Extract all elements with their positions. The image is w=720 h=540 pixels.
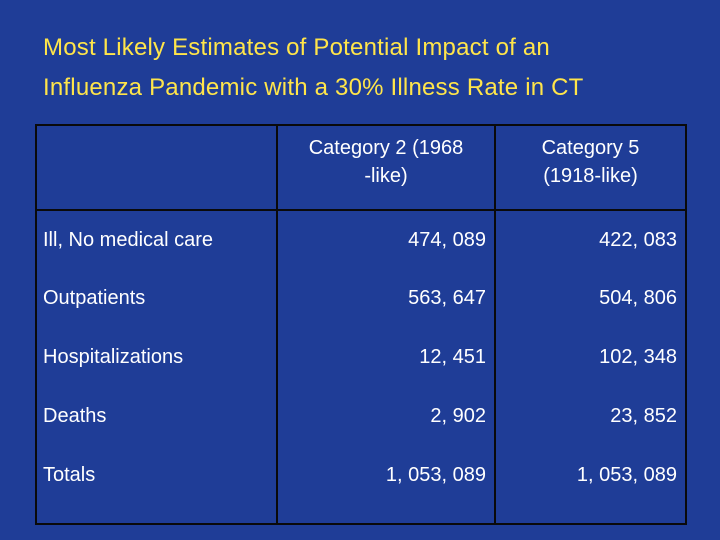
row-label: Ill, No medical care	[35, 210, 278, 269]
category-2-value: 2, 902	[276, 387, 496, 446]
table-header-corner-cell	[35, 124, 278, 211]
table-header-row: Category 2 (1968 -like) Category 5 (1918…	[35, 124, 687, 211]
category-5-header-line-2: (1918-like)	[543, 165, 638, 187]
category-5-value: 504, 806	[494, 269, 687, 328]
row-label: Hospitalizations	[35, 328, 278, 387]
table-header-category-5: Category 5 (1918-like)	[494, 124, 687, 211]
category-2-value: 1, 053, 089	[276, 446, 496, 525]
category-2-value: 12, 451	[276, 328, 496, 387]
table-row-ill-no-medical-care: Ill, No medical care 474, 089 422, 083	[35, 210, 687, 269]
row-label: Deaths	[35, 387, 278, 446]
category-2-header-line-1: Category 2 (1968	[308, 137, 464, 159]
category-5-value: 102, 348	[494, 328, 687, 387]
table-row-outpatients: Outpatients 563, 647 504, 806	[35, 269, 687, 328]
impact-table: Category 2 (1968 -like) Category 5 (1918…	[35, 124, 687, 525]
category-5-value: 1, 053, 089	[494, 446, 687, 525]
category-5-value: 422, 083	[494, 210, 687, 269]
category-5-header-line-1: Category 5	[541, 137, 640, 159]
table-header-category-2: Category 2 (1968 -like)	[276, 124, 496, 211]
table-row-hospitalizations: Hospitalizations 12, 451 102, 348	[35, 328, 687, 387]
table-row-totals: Totals 1, 053, 089 1, 053, 089	[35, 446, 687, 525]
table-row-deaths: Deaths 2, 902 23, 852	[35, 387, 687, 446]
row-label: Outpatients	[35, 269, 278, 328]
category-2-header-line-2: -like)	[364, 165, 408, 187]
category-5-value: 23, 852	[494, 387, 687, 446]
impact-table-container: Category 2 (1968 -like) Category 5 (1918…	[35, 124, 687, 525]
slide-title-line-1: Most Likely Estimates of Potential Impac…	[43, 34, 550, 61]
slide-title-line-2: Influenza Pandemic with a 30% Illness Ra…	[43, 74, 584, 101]
category-2-value: 474, 089	[276, 210, 496, 269]
row-label: Totals	[35, 446, 278, 525]
slide-title: Most Likely Estimates of Potential Impac…	[43, 28, 703, 108]
category-2-value: 563, 647	[276, 269, 496, 328]
